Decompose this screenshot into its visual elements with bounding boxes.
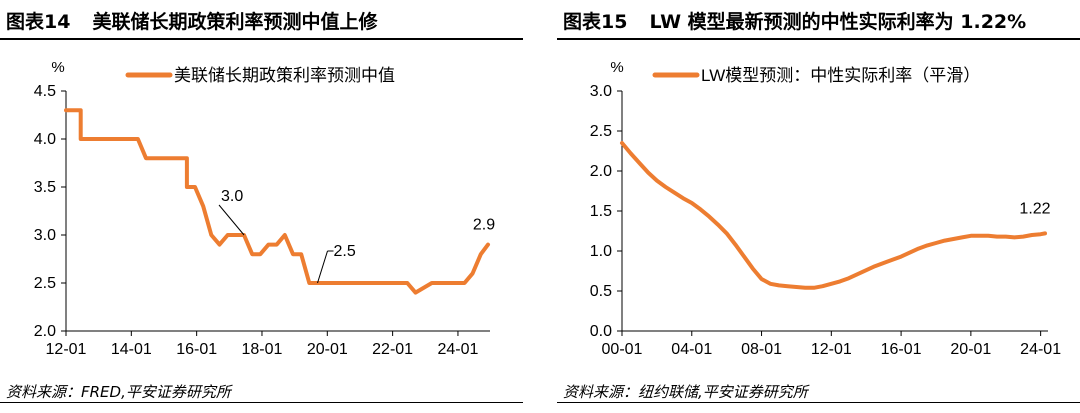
x-tick-label: 24-01 bbox=[437, 341, 478, 358]
series-line bbox=[64, 108, 490, 295]
y-unit-label: % bbox=[610, 59, 623, 76]
legend-label: 美联储长期政策利率预测中值 bbox=[174, 66, 395, 85]
x-tick-label: 16-01 bbox=[176, 341, 217, 358]
y-tick-label: 3.0 bbox=[34, 227, 56, 244]
y-unit-label: % bbox=[51, 59, 64, 76]
y-tick-label: 2.0 bbox=[34, 323, 56, 340]
data-label-leader bbox=[218, 204, 245, 236]
data-label-leader bbox=[317, 250, 328, 284]
chart-panel-left: 图表14 美联储长期政策利率预测中值上修 % 2.0 2.5 3.0 3.5 4.0 4.5 1… bbox=[0, 0, 523, 413]
y-tick-label: 4.5 bbox=[34, 83, 56, 100]
figure-title: LW 模型最新预测的中性实际利率为 1.22% bbox=[649, 11, 1027, 33]
series-line bbox=[620, 141, 1047, 290]
data-label: 2.9 bbox=[473, 217, 495, 234]
y-tick-label: 1.5 bbox=[590, 203, 612, 220]
x-tick-label: 20-01 bbox=[950, 341, 991, 358]
x-tick-label: 22-01 bbox=[372, 341, 413, 358]
data-label: 3.0 bbox=[221, 188, 243, 205]
x-tick-label: 14-01 bbox=[111, 341, 152, 358]
data-label: 2.5 bbox=[334, 243, 356, 260]
x-tick-label: 12-01 bbox=[811, 341, 852, 358]
figure-label: 图表14 bbox=[6, 11, 71, 33]
legend-label: LW模型预测：中性实际利率（平滑） bbox=[701, 66, 980, 85]
source-note: 资料来源：纽约联储,平安证券研究所 bbox=[563, 383, 808, 401]
y-tick-label: 0.0 bbox=[590, 323, 612, 340]
x-tick-label: 16-01 bbox=[881, 341, 922, 358]
chart-title-bar: 图表15 LW 模型最新预测的中性实际利率为 1.22% bbox=[557, 0, 1080, 40]
figure-label: 图表15 bbox=[563, 11, 628, 33]
y-tick-label: 2.0 bbox=[590, 163, 612, 180]
x-tick-label: 18-01 bbox=[242, 341, 283, 358]
x-tick-label: 20-01 bbox=[307, 341, 348, 358]
x-tick-label: 04-01 bbox=[671, 341, 712, 358]
line-chart-fed-rate: % 2.0 2.5 3.0 3.5 4.0 4.5 12-01 14-01 16-01 18-01 2… bbox=[34, 59, 495, 358]
line-chart-neutral-rate: % 0.0 0.5 1.0 1.5 2.0 2.5 3.0 00-01 04-01 08-01 12-… bbox=[590, 59, 1061, 358]
x-tick-label: 12-01 bbox=[46, 341, 87, 358]
chart-title: 图表14 美联储长期政策利率预测中值上修 bbox=[6, 7, 377, 34]
x-tick-label: 00-01 bbox=[602, 341, 643, 358]
y-tick-label: 4.0 bbox=[34, 131, 56, 148]
y-tick-label: 1.0 bbox=[590, 243, 612, 260]
source-bar: 资料来源：FRED,平安证券研究所 bbox=[0, 380, 523, 403]
chart-panel-right: 图表15 LW 模型最新预测的中性实际利率为 1.22% % 0.0 0.5 1.0 1.… bbox=[557, 0, 1080, 413]
x-tick-label: 08-01 bbox=[741, 341, 782, 358]
data-label: 1.22 bbox=[1019, 200, 1050, 217]
y-tick-label: 3.0 bbox=[590, 83, 612, 100]
y-tick-label: 0.5 bbox=[590, 283, 612, 300]
y-tick-label: 2.5 bbox=[590, 123, 612, 140]
chart-title-bar: 图表14 美联储长期政策利率预测中值上修 bbox=[0, 0, 523, 40]
source-bar: 资料来源：纽约联储,平安证券研究所 bbox=[557, 380, 1080, 403]
figure-title: 美联储长期政策利率预测中值上修 bbox=[92, 11, 378, 33]
source-note: 资料来源：FRED,平安证券研究所 bbox=[6, 383, 231, 401]
x-tick-label: 24-01 bbox=[1020, 341, 1061, 358]
y-tick-label: 2.5 bbox=[34, 275, 56, 292]
y-tick-label: 3.5 bbox=[34, 179, 56, 196]
chart-title: 图表15 LW 模型最新预测的中性实际利率为 1.22% bbox=[563, 7, 1026, 34]
